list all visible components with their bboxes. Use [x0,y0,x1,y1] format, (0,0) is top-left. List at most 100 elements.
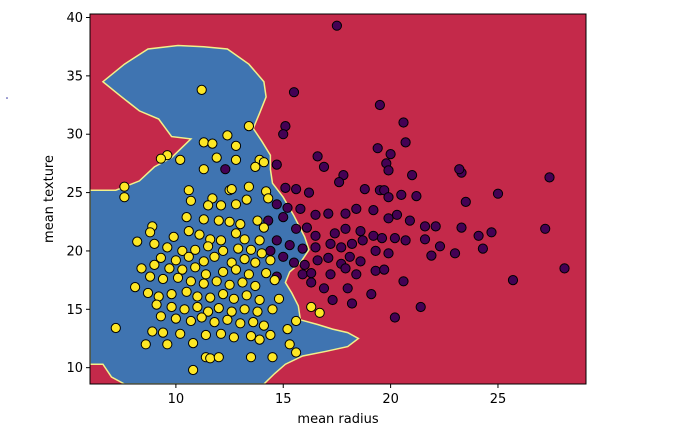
data-point [334,177,345,188]
data-point [456,222,467,233]
data-point [241,290,252,301]
data-point [301,222,312,233]
data-point [282,202,293,213]
data-point [177,264,188,275]
x-tick-label: 25 [490,392,507,407]
data-point [194,229,205,240]
data-point [183,251,194,262]
data-point [196,84,207,96]
data-point [379,264,390,275]
data-point [507,275,519,286]
data-point [200,269,211,280]
data-point [218,245,229,256]
data-point [325,269,336,280]
data-point [325,238,336,249]
data-point [419,221,431,232]
data-point [346,238,358,249]
data-point [310,230,321,241]
data-point [265,329,276,341]
data-point [205,353,216,364]
data-point [162,339,173,350]
data-point [391,209,403,220]
data-point [149,238,160,249]
data-point [256,248,267,259]
data-point [181,212,192,223]
data-point [340,263,351,274]
data-point [271,199,282,210]
data-point [323,208,334,219]
data-point [278,251,289,262]
data-point [419,234,431,245]
data-point [230,199,242,210]
data-point [166,301,177,313]
data-point [374,99,385,111]
data-point [318,283,330,294]
data-point [203,200,214,211]
data-point [235,219,246,230]
data-point [544,172,555,183]
data-point [299,259,310,270]
y-tick-label: 35 [66,69,83,84]
data-point [398,276,409,287]
data-point [271,159,282,170]
data-point [312,255,323,266]
data-point [473,230,484,241]
data-point [323,252,334,263]
x-tick-label: 10 [168,392,185,407]
data-point [243,181,254,192]
data-point [228,293,239,304]
data-point [258,157,269,168]
data-point [357,235,368,246]
data-point [230,154,242,165]
data-point [306,277,317,288]
data-point [132,236,143,247]
data-point [297,269,308,280]
data-point [245,244,257,255]
data-point [245,331,257,342]
data-point [230,228,242,239]
data-point [250,161,261,172]
data-point [110,322,121,334]
data-point [203,241,214,252]
data-point [385,149,396,160]
data-point [291,184,302,195]
data-point [142,287,154,299]
data-point [383,213,394,224]
data-point [404,215,415,226]
x-tick-label: 15 [275,392,292,407]
data-point [411,191,422,202]
data-point [147,326,158,337]
x-tick-label: 20 [382,392,399,407]
data-point [340,223,351,234]
data-point [155,252,166,263]
data-point [119,192,130,203]
data-point [166,289,177,300]
data-point [224,279,235,290]
data-point [209,251,220,262]
data-point [278,129,289,140]
data-point [248,317,259,328]
data-point [149,259,160,270]
data-point [226,306,237,317]
data-point [318,161,330,172]
data-point [172,272,184,283]
data-point [282,324,293,335]
data-point [155,311,166,322]
data-point [331,20,342,31]
data-point [269,275,280,286]
data-point [454,164,465,175]
data-point [559,263,570,274]
data-point [218,266,229,277]
data-point [198,164,209,175]
data-point [346,298,358,309]
data-point [205,292,216,303]
data-point [233,243,244,254]
data-point [383,192,394,203]
data-point [254,294,265,306]
data-point [492,188,504,199]
data-point [351,203,362,214]
y-tick-label: 10 [66,361,83,376]
data-point [297,243,308,254]
data-point [327,294,338,306]
data-point [284,240,295,251]
